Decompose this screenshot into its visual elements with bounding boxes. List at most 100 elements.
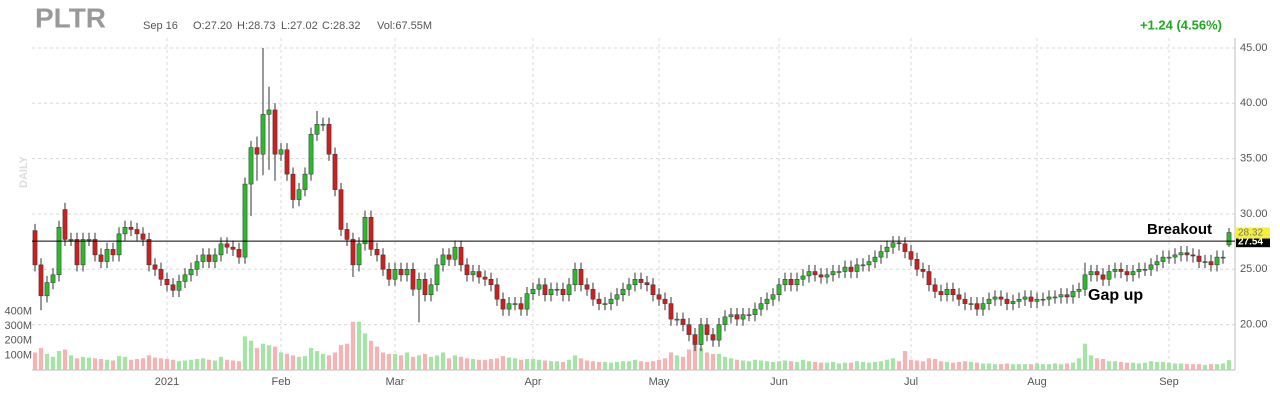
- candle-body: [188, 269, 194, 276]
- candle-body: [908, 251, 914, 260]
- candle-body: [1130, 271, 1136, 276]
- candle-body: [362, 217, 368, 245]
- volume-bar: [1124, 362, 1130, 370]
- candle-body: [500, 298, 506, 310]
- volume-bar: [1076, 358, 1082, 370]
- candle-body: [302, 173, 308, 190]
- volume-bar: [704, 352, 710, 370]
- candle-body: [548, 288, 554, 295]
- candle-body: [230, 246, 236, 250]
- candle-body: [1088, 271, 1094, 276]
- volume-bar: [1166, 362, 1172, 370]
- volume-bar: [752, 359, 758, 370]
- volume-bar: [590, 361, 596, 370]
- candle-body: [1148, 264, 1154, 270]
- volume-bar: [272, 346, 278, 370]
- volume-bar: [122, 356, 128, 370]
- volume-bar: [932, 359, 938, 370]
- volume-bar: [872, 361, 878, 370]
- candle-body: [1214, 256, 1220, 266]
- candle-body: [116, 233, 122, 256]
- volume-bar: [800, 359, 806, 370]
- x-tick-label: Apr: [524, 376, 541, 388]
- candle-body: [284, 149, 290, 175]
- volume-bar: [674, 355, 680, 370]
- candle-body: [1010, 301, 1016, 304]
- candle-body: [200, 254, 206, 262]
- candle-body: [740, 314, 746, 320]
- volume-bar: [662, 358, 668, 370]
- candle-body: [62, 209, 68, 240]
- candle-body: [812, 271, 818, 276]
- candle-body: [1208, 261, 1214, 266]
- volume-bar: [542, 360, 548, 370]
- candle-body: [860, 264, 866, 267]
- volume-bar: [44, 353, 50, 370]
- volume-bar: [620, 361, 626, 370]
- volume-bar: [854, 361, 860, 370]
- volume-bar: [206, 359, 212, 370]
- volume-bar: [980, 363, 986, 370]
- candle-body: [1022, 296, 1028, 300]
- candle-body: [206, 254, 212, 262]
- candle-body: [326, 124, 332, 155]
- y-tick-label: 40.00: [1240, 97, 1268, 109]
- candle-body: [416, 279, 422, 290]
- candle-body: [98, 254, 104, 262]
- volume-bar: [308, 348, 314, 370]
- volume-bar: [1100, 359, 1106, 370]
- candle-body: [878, 251, 884, 258]
- candle-body: [368, 217, 374, 250]
- volume-bar: [188, 359, 194, 370]
- candle-body: [1196, 255, 1202, 262]
- candle-body: [836, 271, 842, 273]
- candle-body: [584, 284, 590, 290]
- candle-body: [134, 229, 140, 235]
- volume-bar: [386, 353, 392, 370]
- volume-bar: [566, 359, 572, 370]
- candle-body: [578, 269, 584, 286]
- candle-body: [962, 298, 968, 304]
- candle-body: [1028, 296, 1034, 302]
- volume-bar: [842, 362, 848, 370]
- volume-bar: [1214, 364, 1220, 370]
- volume-bar: [644, 361, 650, 370]
- volume-bar: [1136, 363, 1142, 370]
- volume-bar: [440, 352, 446, 370]
- volume-bar: [422, 353, 428, 370]
- volume-bar: [1112, 361, 1118, 370]
- volume-bar: [926, 358, 932, 370]
- volume-bar: [368, 340, 374, 370]
- candle-body: [872, 256, 878, 262]
- volume-bar: [338, 345, 344, 370]
- last-price-label: 28.32: [1238, 228, 1263, 239]
- volume-bar: [602, 361, 608, 370]
- candle-body: [266, 109, 272, 115]
- candle-body: [632, 279, 638, 286]
- volume-tick-label: 100M: [4, 349, 32, 361]
- volume-bar: [242, 336, 248, 370]
- candle-body: [38, 264, 44, 297]
- volume-bar: [362, 333, 368, 370]
- volume-bar: [626, 361, 632, 370]
- volume-bar: [848, 362, 854, 370]
- volume-bar: [326, 355, 332, 370]
- candle-body: [1142, 269, 1148, 271]
- volume-bar: [146, 355, 152, 370]
- volume-bar: [404, 352, 410, 370]
- candle-body: [920, 269, 926, 272]
- volume-bar: [518, 359, 524, 370]
- volume-bar: [470, 359, 476, 370]
- candle-body: [1172, 254, 1178, 258]
- volume-bar: [866, 362, 872, 370]
- volume-bar: [1172, 363, 1178, 370]
- volume-bar: [152, 357, 158, 370]
- candle-body: [980, 303, 986, 310]
- candle-body: [1106, 271, 1112, 280]
- candle-body: [542, 284, 548, 295]
- volume-bar: [698, 348, 704, 370]
- candle-body: [434, 264, 440, 286]
- candle-body: [1226, 232, 1232, 246]
- volume-bar: [62, 349, 68, 370]
